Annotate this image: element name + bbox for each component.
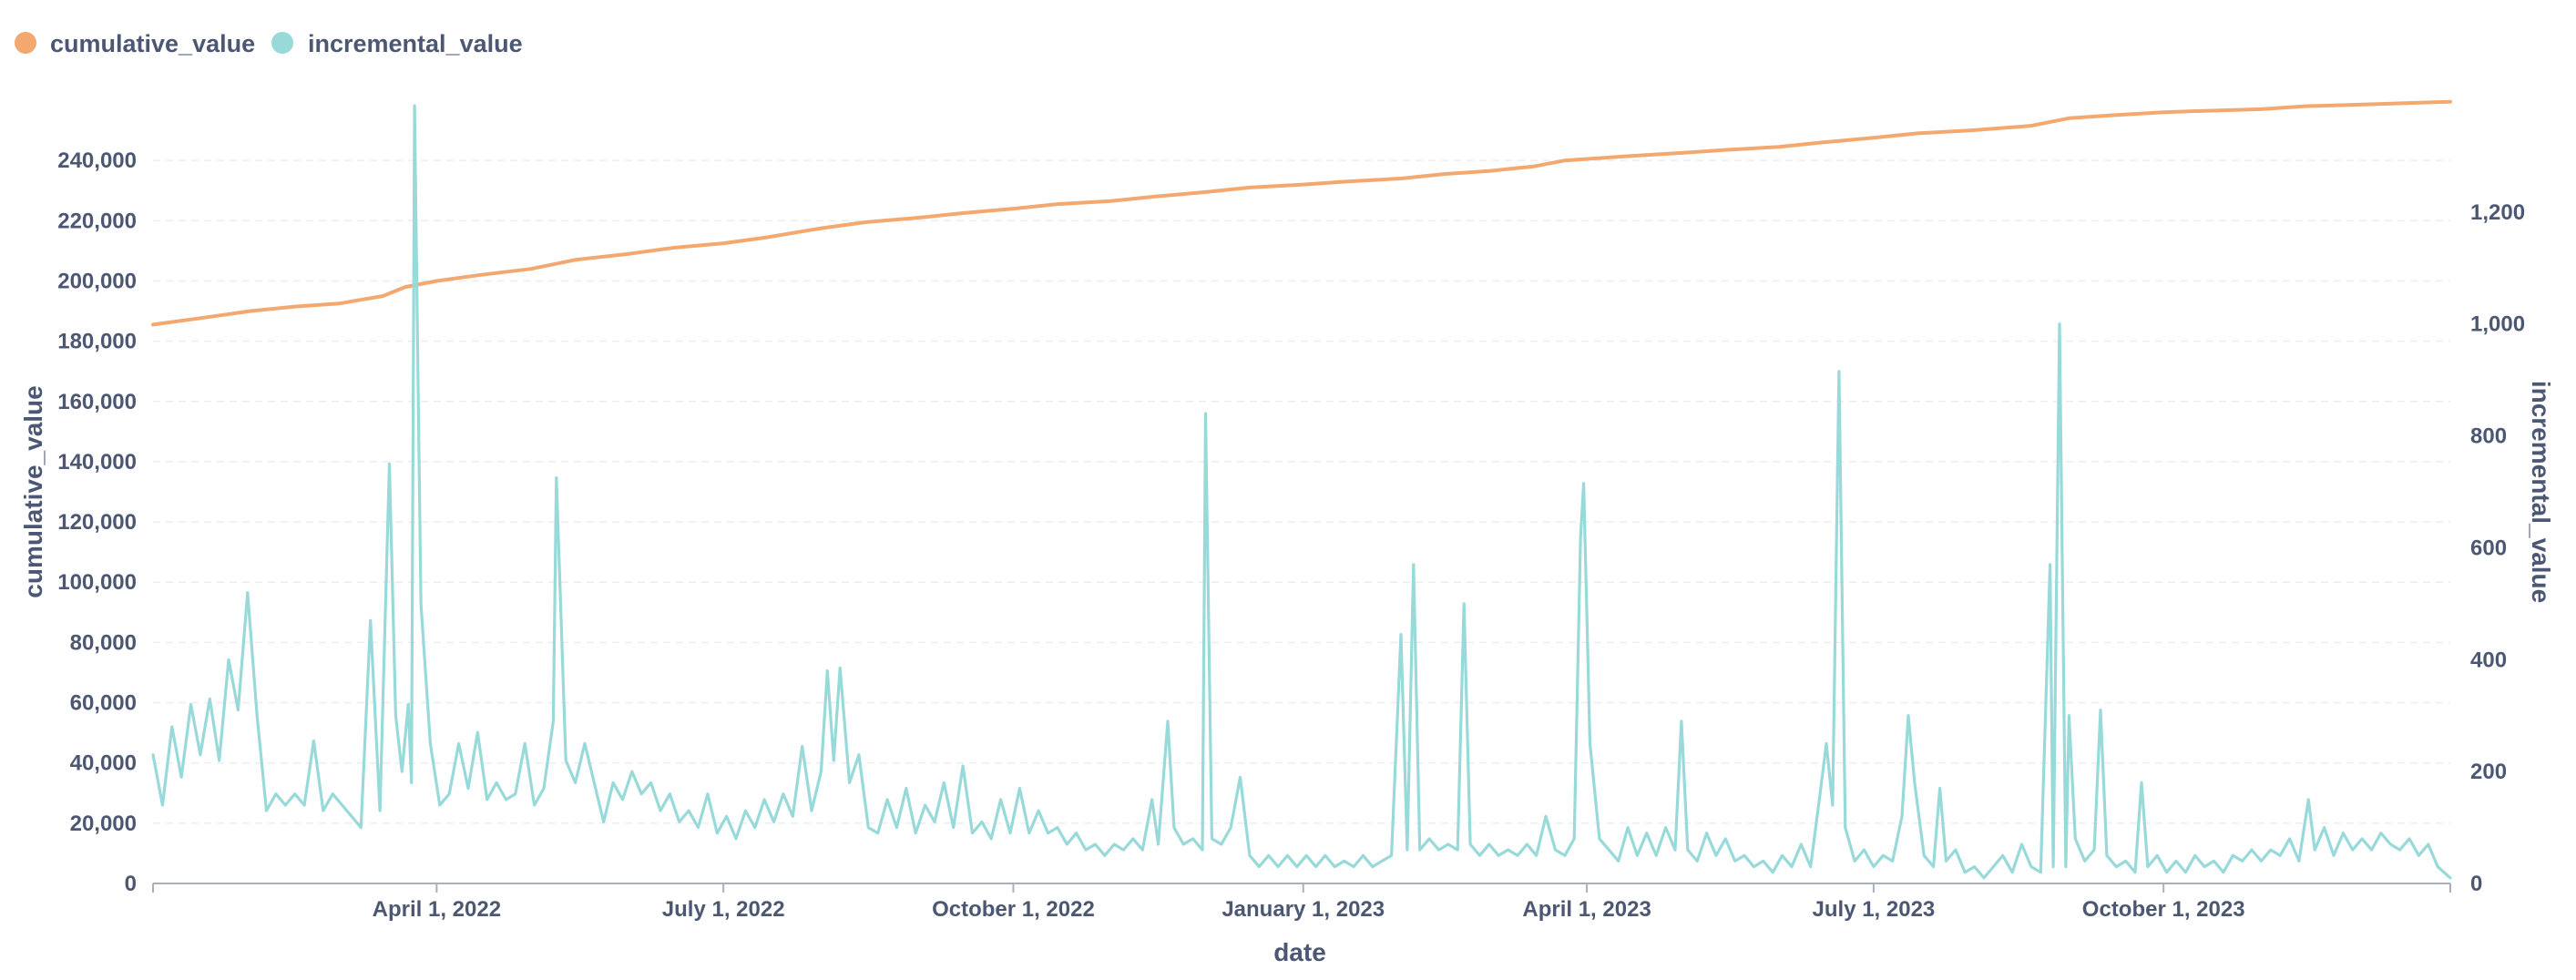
series-line-cumulative[interactable] [151, 99, 2452, 327]
x-axis-title: date [1273, 938, 1326, 966]
y-axis-right: 0 200 400 600 800 1,000 1,200 [2470, 200, 2525, 896]
x-tick-label: July 1, 2023 [1813, 897, 1936, 922]
y-tick-label-left: 160,000 [57, 390, 137, 414]
y-tick-label-right: 0 [2470, 872, 2482, 896]
legend: cumulative_value incremental_value [15, 30, 523, 57]
x-tick-label: April 1, 2022 [373, 897, 501, 922]
gridlines [153, 159, 2450, 824]
legend-swatch-incremental [271, 32, 293, 54]
y-tick-label-left: 180,000 [57, 330, 137, 354]
y-axis-title-left: cumulative_value [19, 385, 47, 597]
series-line-incremental[interactable] [151, 104, 2452, 880]
x-tick-label: October 1, 2023 [2082, 897, 2245, 922]
y-tick-label-left: 60,000 [70, 691, 137, 716]
y-tick-label-left: 20,000 [70, 812, 137, 836]
y-axis-title-right: incremental_value [2527, 381, 2555, 603]
x-tick-label: October 1, 2022 [932, 897, 1095, 922]
y-tick-label-left: 40,000 [70, 751, 137, 776]
y-tick-label-left: 220,000 [57, 209, 137, 233]
x-tick-label: July 1, 2022 [662, 897, 785, 922]
series-layer [151, 99, 2452, 880]
y-tick-label-left: 100,000 [57, 570, 137, 595]
x-tick-label: April 1, 2023 [1522, 897, 1651, 922]
legend-swatch-cumulative [15, 32, 36, 54]
legend-label-cumulative: cumulative_value [50, 30, 255, 57]
y-tick-label-right: 1,000 [2470, 312, 2525, 337]
legend-item-cumulative[interactable]: cumulative_value [15, 30, 255, 57]
y-tick-label-left: 80,000 [70, 630, 137, 655]
y-tick-label-right: 200 [2470, 760, 2507, 784]
y-tick-label-right: 800 [2470, 424, 2507, 449]
y-axis-left: 0 20,000 40,000 60,000 80,000 100,000 120,000 1… [57, 148, 137, 896]
y-tick-label-right: 1,200 [2470, 200, 2525, 225]
y-tick-label-left: 200,000 [57, 269, 137, 293]
y-tick-label-left: 0 [125, 872, 137, 896]
y-tick-label-left: 240,000 [57, 148, 137, 173]
x-axis: April 1, 2022 July 1, 2022 October 1, 2022… [152, 883, 2451, 922]
y-tick-label-left: 140,000 [57, 450, 137, 475]
y-tick-label-left: 120,000 [57, 510, 137, 535]
y-tick-label-right: 400 [2470, 648, 2507, 672]
y-tick-label-right: 600 [2470, 536, 2507, 560]
legend-item-incremental[interactable]: incremental_value [271, 30, 523, 57]
x-tick-label: January 1, 2023 [1222, 897, 1385, 922]
legend-label-incremental: incremental_value [308, 30, 523, 57]
